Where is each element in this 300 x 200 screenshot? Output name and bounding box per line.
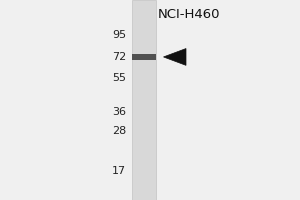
Text: 95: 95: [112, 30, 126, 40]
Text: 36: 36: [112, 107, 126, 117]
Polygon shape: [164, 49, 186, 65]
Text: 72: 72: [112, 52, 126, 62]
Bar: [132, 54, 156, 60]
Text: 55: 55: [112, 73, 126, 83]
Bar: [132, 0, 156, 200]
Text: NCI-H460: NCI-H460: [158, 8, 220, 21]
Text: 17: 17: [112, 166, 126, 176]
Text: 28: 28: [112, 126, 126, 136]
